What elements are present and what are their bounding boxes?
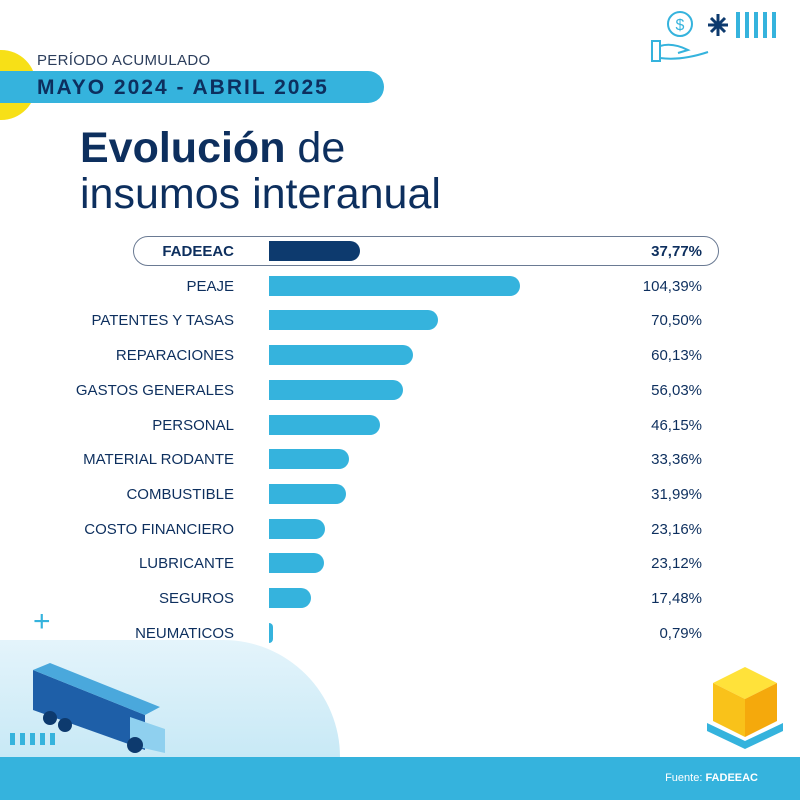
bar-row: FADEEAC 37,77% [0,237,720,267]
value-label: 23,12% [651,555,702,573]
svg-text:$: $ [676,17,685,34]
category-label: COMBUSTIBLE [126,485,234,503]
box-pallet-icon [707,667,783,749]
bar [269,241,360,261]
value-label: 56,03% [651,381,702,399]
value-label: 46,15% [651,416,702,434]
source-note: Fuente: FADEEAC [665,772,758,784]
bar [269,345,414,366]
bar [269,483,346,504]
value-label: 17,48% [651,590,702,607]
bar [269,622,273,643]
bar [269,518,325,539]
value-label: 70,50% [651,312,702,330]
bar [269,553,325,574]
value-label: 37,77% [651,243,702,260]
bar-row: NEUMATICOS 0,79% [0,619,720,649]
bar-row: PEAJE 104,39% [0,272,720,302]
bar-row: COMBUSTIBLE 31,99% [0,480,720,510]
bar-row: REPARACIONES 60,13% [0,341,720,371]
source-name: FADEEAC [705,772,758,784]
footer: Fuente: FADEEAC [0,757,800,800]
bar-row: PERSONAL 46,15% [0,411,720,441]
title-line2: insumos interanual [80,170,441,218]
category-label: PATENTES Y TASAS [91,312,234,330]
category-label: MATERIAL RODANTE [83,451,234,469]
value-label: 23,16% [651,520,702,538]
bar-row: LUBRICANTE 23,12% [0,549,720,579]
bar-row: MATERIAL RODANTE 33,36% [0,445,720,475]
category-label: LUBRICANTE [138,555,234,573]
category-label: COSTO FINANCIERO [84,520,234,538]
value-label: 60,13% [651,347,702,365]
bar [269,310,439,331]
source-prefix: Fuente: [665,772,706,784]
period-label: PERÍODO ACUMULADO [37,52,211,69]
period-range: MAYO 2024 - ABRIL 2025 [37,76,329,99]
category-label: REPARACIONES [115,347,234,365]
money-hand-icon: $ [651,11,776,62]
page-title: Evolución de insumos interanual [80,125,720,217]
category-label: PERSONAL [152,416,234,434]
category-label: FADEEAC [162,243,234,260]
bar [269,449,350,470]
category-label: PEAJE [186,277,234,295]
bar-row: COSTO FINANCIERO 23,16% [0,515,720,545]
value-label: 0,79% [659,624,702,642]
truck-icon [10,663,165,753]
value-label: 104,39% [642,277,702,295]
value-label: 31,99% [651,485,702,503]
bar [269,414,380,435]
category-label: GASTOS GENERALES [75,381,234,399]
category-label: SEGUROS [158,590,234,607]
category-label: NEUMATICOS [135,624,234,642]
period-band: MAYO 2024 - ABRIL 2025 [0,71,384,103]
highlight-outline [133,236,719,266]
plus-icon: + [33,605,51,638]
bar [269,588,311,608]
bar-row: GASTOS GENERALES 56,03% [0,376,720,406]
bar-row: PATENTES Y TASAS 70,50% [0,306,720,336]
value-label: 33,36% [651,451,702,469]
bar [269,379,404,400]
title-rest: de [285,124,346,172]
bar [269,275,520,296]
bar-row: SEGUROS 17,48% [0,584,720,614]
title-bold: Evolución [80,124,286,172]
